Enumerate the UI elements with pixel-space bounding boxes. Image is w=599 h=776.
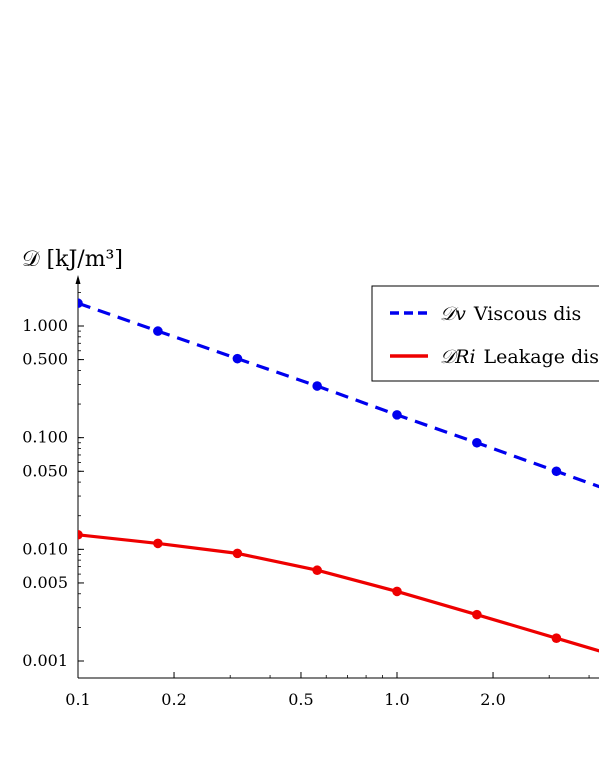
series-line xyxy=(78,533,599,653)
data-point xyxy=(551,633,562,644)
y-tick-label: 0.005 xyxy=(22,573,68,592)
series-0 xyxy=(78,298,599,489)
data-point xyxy=(312,381,322,391)
x-tick-label: 1.0 xyxy=(384,690,409,709)
x-tick-label: 0.5 xyxy=(288,690,313,709)
series-1 xyxy=(78,529,599,653)
series-line xyxy=(78,301,599,489)
data-point xyxy=(551,466,562,477)
data-point xyxy=(153,538,163,549)
x-tick-label: 0.2 xyxy=(161,690,186,709)
legend: 𝒟v Viscous dis 𝒟Ri Leakage dis xyxy=(371,285,599,382)
data-point xyxy=(312,565,322,576)
y-tick-label: 0.010 xyxy=(22,539,68,558)
legend-entry: 𝒟Ri Leakage dis xyxy=(440,346,599,368)
data-point xyxy=(78,298,83,309)
y-tick-label: 0.500 xyxy=(22,350,68,369)
x-tick-label: 2.0 xyxy=(480,690,505,709)
data-point xyxy=(78,529,83,540)
legend-entry: 𝒟v Viscous dis xyxy=(440,303,581,325)
y-tick-label: 0.100 xyxy=(22,428,68,447)
y-axis-title: 𝒟 [kJ/m³] xyxy=(22,247,123,272)
data-point xyxy=(472,609,482,620)
legend-box xyxy=(371,285,599,382)
data-point xyxy=(232,548,243,559)
y-tick-label: 0.050 xyxy=(22,461,68,480)
data-point xyxy=(472,437,482,448)
data-point xyxy=(232,353,243,364)
x-tick-label: 0.1 xyxy=(65,690,90,709)
y-tick-label: 0.001 xyxy=(22,651,68,670)
data-point xyxy=(392,410,402,420)
axes: 𝒟 [kJ/m³] 1.000 0.500 0.100 0.050 0.010 0.005 0… xyxy=(22,247,599,709)
data-point xyxy=(153,326,163,336)
data-point xyxy=(392,586,402,597)
series-layer xyxy=(78,298,599,653)
y-axis-arrow xyxy=(75,275,81,284)
y-tick-label: 1.000 xyxy=(22,316,68,335)
